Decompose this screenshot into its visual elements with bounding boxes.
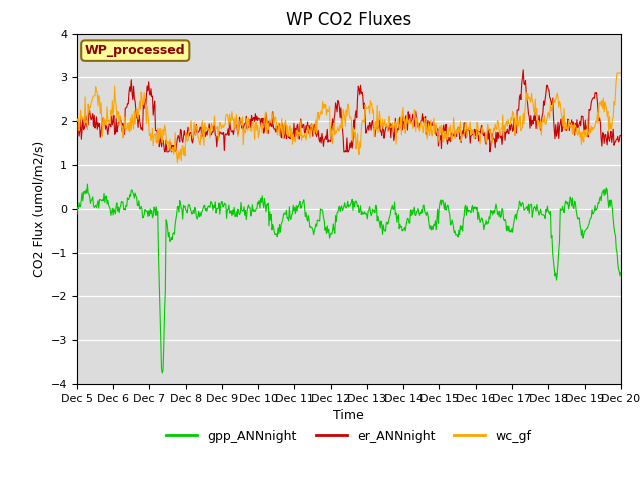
X-axis label: Time: Time <box>333 409 364 422</box>
Legend: gpp_ANNnight, er_ANNnight, wc_gf: gpp_ANNnight, er_ANNnight, wc_gf <box>161 425 536 448</box>
Y-axis label: CO2 Flux (umol/m2/s): CO2 Flux (umol/m2/s) <box>32 141 45 277</box>
Title: WP CO2 Fluxes: WP CO2 Fluxes <box>286 11 412 29</box>
Text: WP_processed: WP_processed <box>85 44 186 57</box>
